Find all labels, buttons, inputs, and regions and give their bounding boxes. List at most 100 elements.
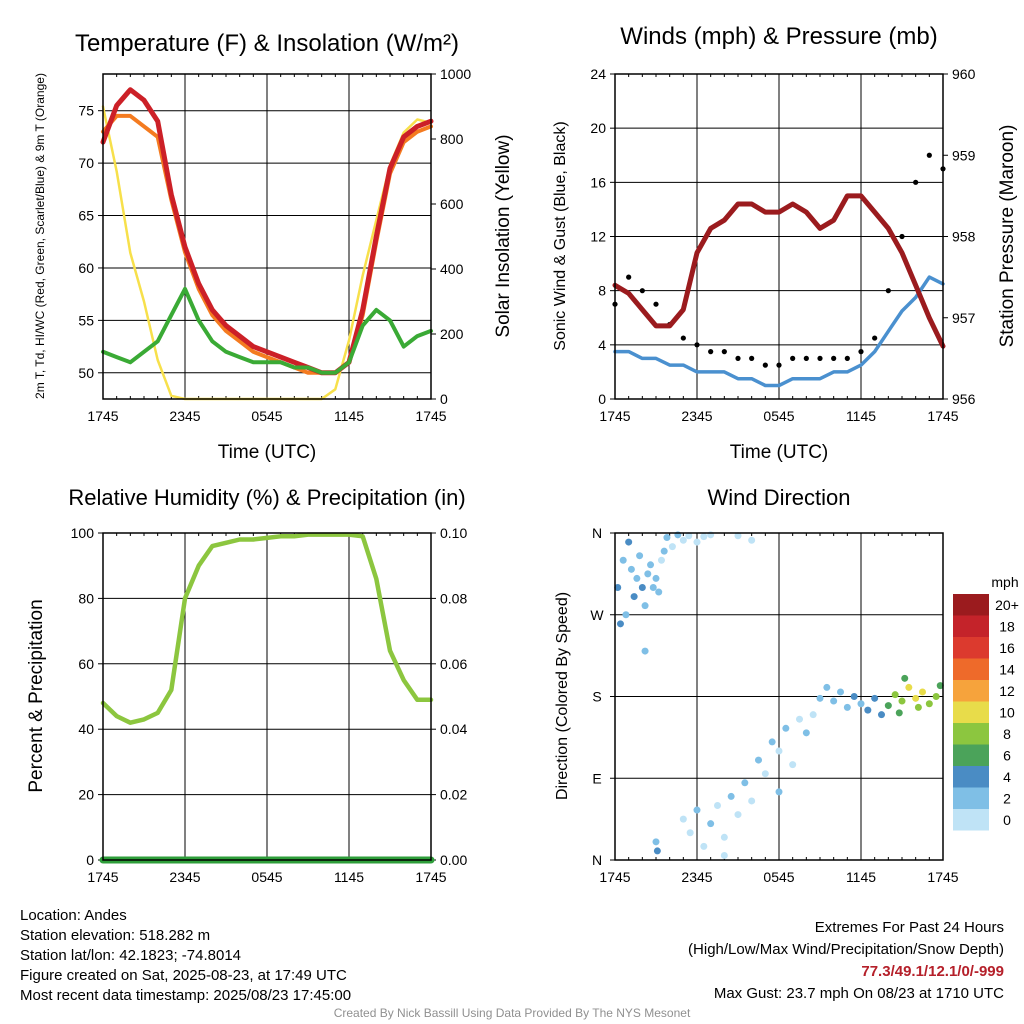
wind-direction-point xyxy=(884,702,892,710)
x-tick-label: 1745 xyxy=(87,869,118,885)
legend-swatch xyxy=(953,615,989,637)
legend-label: 10 xyxy=(999,705,1015,721)
legend-label: 8 xyxy=(1003,726,1011,742)
figure-created: Figure created on Sat, 2025-08-23, at 17… xyxy=(20,967,347,984)
x-axis-label: Time (UTC) xyxy=(218,442,317,463)
y-tick-label: 60 xyxy=(78,260,94,276)
gust-point xyxy=(844,355,850,361)
wind-direction-point xyxy=(823,683,831,691)
wind-direction-point xyxy=(830,697,838,705)
max-gust: Max Gust: 23.7 mph On 08/23 at 1710 UTC xyxy=(713,985,1004,1002)
x-tick-label: 1145 xyxy=(846,869,876,885)
y-axis-label: Percent & Precipitation xyxy=(26,599,47,792)
wind-direction-point xyxy=(619,556,627,564)
wind-direction-point xyxy=(755,756,762,764)
extremes-panel: Extremes For Past 24 Hours (High/Low/Max… xyxy=(688,917,1004,1005)
x-tick-label: 1745 xyxy=(87,408,118,424)
y-tick-label: N xyxy=(592,852,602,868)
wind-direction-point xyxy=(714,802,721,809)
y-tick-label: 20 xyxy=(590,120,606,136)
legend-swatch xyxy=(953,787,989,809)
legend-swatch xyxy=(953,766,989,788)
gust-point xyxy=(872,335,878,341)
wind-direction-point xyxy=(693,806,701,814)
wind-direction-point xyxy=(816,694,824,702)
wind-direction-point xyxy=(707,820,715,828)
wind-direction-point xyxy=(905,683,913,691)
wind-direction-point xyxy=(686,829,694,837)
y-axis-label: Sonic Wind & Gust (Blue, Black) xyxy=(552,121,569,350)
gust-point xyxy=(653,301,659,307)
y-tick-label: 20 xyxy=(78,787,94,803)
x-tick-label: 2345 xyxy=(169,869,200,885)
y-tick-label: 50 xyxy=(78,365,94,381)
y-tick-label: 8 xyxy=(598,283,606,299)
wind-direction-point xyxy=(871,694,879,702)
wind-direction-point xyxy=(660,547,668,555)
legend-swatch xyxy=(953,658,989,680)
panel-4 xyxy=(610,531,944,861)
y2-tick-label: 0.00 xyxy=(440,852,467,868)
station-location: Location: Andes xyxy=(20,907,127,924)
gust-point xyxy=(639,288,645,294)
y-tick-label: E xyxy=(592,770,601,786)
wind-direction-point xyxy=(748,536,756,544)
wind-direction-point xyxy=(616,620,624,628)
gust-point xyxy=(913,179,919,185)
wind-direction-point xyxy=(895,709,903,717)
gust-point xyxy=(626,274,632,280)
wind-direction-point xyxy=(720,833,728,841)
gust-point xyxy=(817,355,823,361)
extremes-title: Extremes For Past 24 Hours xyxy=(814,919,1004,936)
y-tick-label: 24 xyxy=(590,66,606,82)
wind-direction-point xyxy=(775,747,783,755)
y2-axis-label: Solar Insolation (Yellow) xyxy=(493,134,514,337)
legend-swatch xyxy=(953,594,989,616)
legend-label: 12 xyxy=(999,683,1015,699)
x-tick-label: 1745 xyxy=(415,869,446,885)
wind-direction-point xyxy=(796,715,803,723)
legend-label: 6 xyxy=(1003,748,1011,764)
wind-direction-point xyxy=(668,543,676,551)
legend-swatch xyxy=(953,637,989,659)
y-axis-label: 2m T, Td, HI/WC (Red, Green, Scarlet/Blu… xyxy=(33,73,47,399)
wind-direction-point xyxy=(734,811,742,819)
x-tick-label: 2345 xyxy=(681,869,712,885)
series-line-station-pressure xyxy=(612,193,946,349)
series-line-relative-humidity xyxy=(100,532,434,725)
wind-direction-point xyxy=(901,674,909,682)
chart-title: Winds (mph) & Pressure (mb) xyxy=(620,23,937,50)
gust-point xyxy=(762,362,768,368)
x-tick-label: 1145 xyxy=(334,869,364,885)
wind-direction-point xyxy=(857,700,865,708)
wind-direction-point xyxy=(734,532,742,540)
gust-point xyxy=(926,152,932,158)
x-tick-label: 0545 xyxy=(763,408,794,424)
y-tick-label: 55 xyxy=(78,312,94,328)
station-elevation: Station elevation: 518.282 m xyxy=(20,927,211,944)
y2-tick-label: 959 xyxy=(952,147,976,163)
series-line-td xyxy=(101,286,433,375)
x-tick-label: 1745 xyxy=(599,408,630,424)
y-tick-label: 75 xyxy=(78,103,94,119)
gust-point xyxy=(735,355,741,361)
x-tick-label: 1145 xyxy=(846,408,876,424)
y-tick-label: 16 xyxy=(590,174,606,190)
recent-timestamp: Most recent data timestamp: 2025/08/23 1… xyxy=(20,987,352,1004)
legend-swatch xyxy=(953,809,989,831)
wind-direction-point xyxy=(932,693,940,700)
legend-label: 4 xyxy=(1003,769,1011,785)
wind-direction-point xyxy=(614,584,622,591)
x-tick-label: 0545 xyxy=(251,869,282,885)
legend-swatch xyxy=(953,680,989,702)
gust-point xyxy=(885,288,891,294)
credit-line: Created By Nick Bassill Using Data Provi… xyxy=(333,1006,691,1020)
wind-direction-point xyxy=(809,711,817,719)
y2-tick-label: 957 xyxy=(952,310,976,326)
y-tick-label: N xyxy=(592,525,602,541)
wind-direction-point xyxy=(638,584,646,591)
y2-tick-label: 0.02 xyxy=(440,787,467,803)
gust-point xyxy=(680,335,686,341)
series-line-2m-t xyxy=(100,87,434,376)
